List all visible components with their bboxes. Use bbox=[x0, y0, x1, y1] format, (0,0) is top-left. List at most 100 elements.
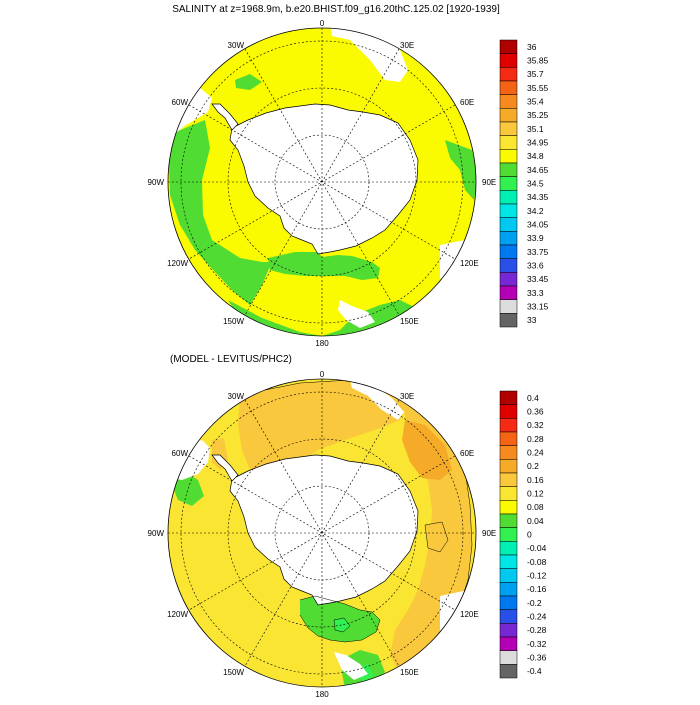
panel-1-colorbar-swatch bbox=[499, 203, 518, 218]
panel-1-colorbar-swatch bbox=[499, 244, 518, 259]
panel-2-colorbar-swatch bbox=[499, 486, 518, 501]
panel-2-land-newzealand bbox=[334, 652, 368, 680]
panel-1-colorbar-swatch bbox=[499, 162, 518, 177]
panel-2-colorbar-swatch bbox=[499, 445, 518, 460]
panel-2-label-120e: 120E bbox=[460, 610, 479, 619]
panel-2-colorbar-swatch bbox=[499, 431, 518, 446]
panel-2-colorbar-swatch bbox=[499, 527, 518, 542]
panel-2-colorbar-swatch bbox=[499, 650, 518, 665]
panel-1-colorbar-label: 35.85 bbox=[527, 56, 549, 66]
panel-1-map-border bbox=[167, 27, 477, 337]
panel-2-label-90e: 90E bbox=[482, 529, 496, 538]
panel-1-colorbar-label: 33.15 bbox=[527, 302, 549, 312]
panel-1-colorbar-label: 34.35 bbox=[527, 192, 549, 202]
panel-2-title: (MODEL - LEVITUS/PHC2) bbox=[170, 354, 292, 365]
panel-1-antarctic-peninsula bbox=[211, 103, 239, 131]
panel-1-colorbar-label: 35.1 bbox=[527, 124, 544, 134]
panel-2-colorbar-swatch bbox=[499, 636, 518, 651]
panel-1-label-90w: 90W bbox=[148, 178, 165, 187]
panel-1-colorbar-swatch bbox=[499, 285, 518, 300]
panel-2-colorbar-swatch bbox=[499, 568, 518, 583]
panel-1-colorbar-label: 33.75 bbox=[527, 247, 549, 257]
panel-1-land-newzealand bbox=[338, 300, 375, 328]
panel-1-colorbar-label: 33.9 bbox=[527, 233, 544, 243]
panel-2-colorbar-label: 0.12 bbox=[527, 489, 544, 499]
panel-1-colorbar-swatch bbox=[499, 272, 518, 287]
panel-1-graticule bbox=[168, 28, 476, 336]
panel-2-land-africa bbox=[350, 380, 404, 420]
panel-1-label-30e: 30E bbox=[400, 41, 414, 50]
panel-1-land-antarctica bbox=[229, 103, 419, 255]
panel-2-colorbar-label: -0.04 bbox=[527, 543, 547, 553]
panel-1-colorbar-label: 34.8 bbox=[527, 151, 544, 161]
panel-2-land-antarctica bbox=[229, 454, 419, 606]
panel-2-lon-labels: 0 30E 60E 90E 120E 150E 180 150W 120W 90… bbox=[148, 370, 497, 699]
panel-1-label-120e: 120E bbox=[460, 259, 479, 268]
panel-1-label-0: 0 bbox=[320, 19, 325, 28]
panel-2-colorbar-label: 0.2 bbox=[527, 461, 539, 471]
panel-1-colorbar-label: 33 bbox=[527, 315, 537, 325]
panel-2-map bbox=[168, 379, 476, 687]
panel-1-colorbar-swatch bbox=[499, 258, 518, 273]
panel-2-colorbar-label: -0.32 bbox=[527, 639, 547, 649]
panel-1-colorbar-label: 35.25 bbox=[527, 110, 549, 120]
panel-2-green-pacific-core bbox=[334, 618, 350, 632]
panel-1-green-pacific bbox=[268, 252, 380, 280]
panel-2-label-90w: 90W bbox=[148, 529, 165, 538]
panel-1-label-150e: 150E bbox=[400, 317, 419, 326]
panel-1-label-180: 180 bbox=[315, 339, 329, 348]
panel-1-colorbar-label: 35.55 bbox=[527, 83, 549, 93]
panel-1-colorbar-swatch bbox=[499, 108, 518, 123]
panel-1-colorbar-swatch bbox=[499, 80, 518, 95]
panel-1-colorbar-label: 36 bbox=[527, 42, 537, 52]
panel-2-colorbar-label: 0 bbox=[527, 530, 532, 540]
panel-2-colorbar-label: -0.08 bbox=[527, 557, 547, 567]
panel-2-colorbar-swatch bbox=[499, 595, 518, 610]
panel-1-label-120w: 120W bbox=[167, 259, 188, 268]
panel-1-colorbar-swatch bbox=[499, 121, 518, 136]
panel-2-colorbar-label: -0.16 bbox=[527, 584, 547, 594]
panel-1: SALINITY at z=1968.9m, b.e20.BHIST.f09_g… bbox=[148, 4, 549, 348]
panel-2-label-150e: 150E bbox=[400, 668, 419, 677]
panel-1-colorbar-swatch bbox=[499, 217, 518, 232]
panel-2-colorbar-swatch bbox=[499, 513, 518, 528]
panel-2-colorbar-label: -0.4 bbox=[527, 666, 542, 676]
panel-1-colorbar-label: 34.05 bbox=[527, 220, 549, 230]
panel-1-colorbar-swatch bbox=[499, 94, 518, 109]
panel-2-colorbar-label: -0.28 bbox=[527, 625, 547, 635]
panel-2-orange-north bbox=[238, 380, 410, 485]
panel-1-colorbar-swatch bbox=[499, 149, 518, 164]
panel-2-label-60e: 60E bbox=[460, 449, 474, 458]
panel-2-colorbar-swatch bbox=[499, 418, 518, 433]
panel-2-antarctic-peninsula bbox=[211, 454, 239, 482]
panel-1-lon-labels: 0 30E 60E 90E 120E 150E 180 150W 120W 90… bbox=[148, 19, 497, 348]
panel-1-colorbar-swatch bbox=[499, 135, 518, 150]
panel-2-colorbar-label: -0.24 bbox=[527, 612, 547, 622]
panel-2-colorbar-label: 0.4 bbox=[527, 393, 539, 403]
panel-1-colorbar-swatch bbox=[499, 299, 518, 314]
panel-1-label-60e: 60E bbox=[460, 98, 474, 107]
panel-2: (MODEL - LEVITUS/PHC2) bbox=[148, 354, 547, 699]
panel-2-label-30w: 30W bbox=[228, 392, 245, 401]
panel-1-colorbar-label: 33.6 bbox=[527, 261, 544, 271]
panel-1-colorbar-swatch bbox=[499, 53, 518, 68]
panel-1-green-east bbox=[445, 140, 476, 200]
panel-2-green-west bbox=[170, 472, 204, 506]
panel-2-colorbar-swatch bbox=[499, 541, 518, 556]
panel-2-graticule bbox=[168, 379, 476, 687]
panel-1-colorbar-label: 34.5 bbox=[527, 179, 544, 189]
panel-1-colorbar: 36 35.85 35.7 35.55 35.4 35.25 35.1 34.95 34.8 34… bbox=[499, 39, 549, 328]
panel-2-colorbar-swatch bbox=[499, 609, 518, 624]
panel-2-label-150w: 150W bbox=[223, 668, 244, 677]
panel-2-colorbar-swatch bbox=[499, 472, 518, 487]
panel-2-colorbar-label: 0.24 bbox=[527, 448, 544, 458]
panel-2-label-120w: 120W bbox=[167, 610, 188, 619]
panel-1-colorbar-label: 35.7 bbox=[527, 69, 544, 79]
panel-1-green-west bbox=[168, 120, 272, 305]
panel-1-label-90e: 90E bbox=[482, 178, 496, 187]
panel-1-colorbar-swatch bbox=[499, 67, 518, 82]
panel-1-colorbar-label: 33.3 bbox=[527, 288, 544, 298]
panel-2-label-60w: 60W bbox=[172, 449, 189, 458]
panel-1-colorbar-swatch bbox=[499, 231, 518, 246]
